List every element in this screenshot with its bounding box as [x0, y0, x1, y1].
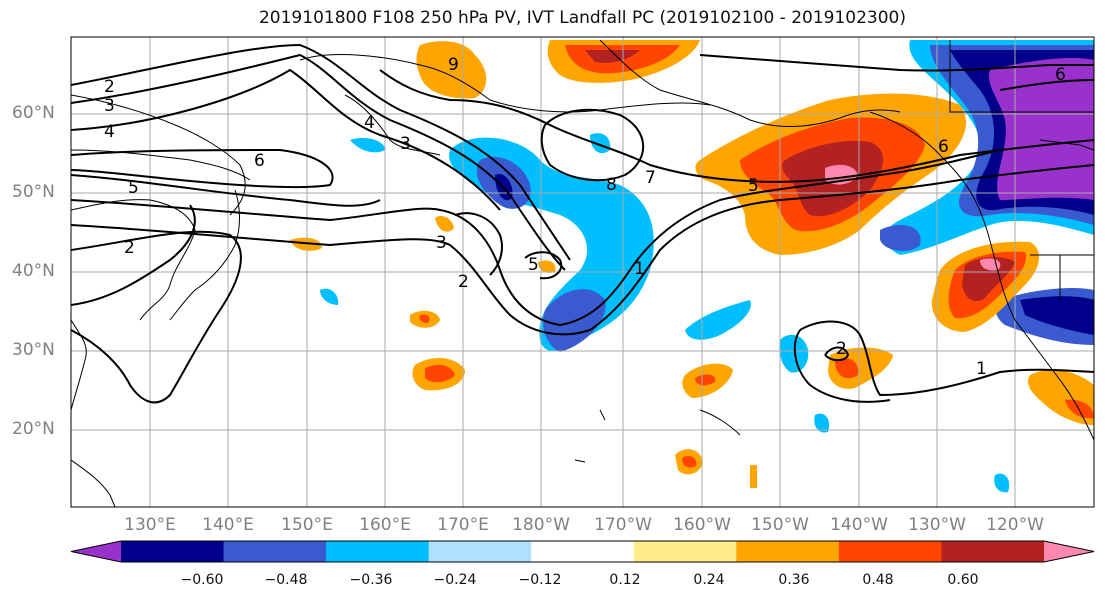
lon-label: 140°E	[202, 515, 254, 535]
contour-label: 1	[976, 359, 987, 379]
colorbar-tick-label: −0.12	[518, 572, 562, 588]
contour-label: 3	[400, 134, 411, 154]
colorbar-tick-label: 0.36	[778, 572, 810, 588]
colorbar-tick-label: −0.36	[349, 572, 393, 588]
contour-label: 3	[104, 96, 115, 116]
contour-label: 4	[104, 122, 115, 142]
contour-label: 2	[458, 272, 469, 292]
lon-label: 160°W	[673, 515, 731, 535]
contour-label: 2	[124, 238, 135, 258]
lon-label: 120°W	[986, 515, 1044, 535]
ivt-pos-patch-7	[538, 260, 556, 273]
lon-label: 160°E	[359, 515, 411, 535]
ivt-pos-patch-west	[416, 41, 487, 99]
lat-label: 60°N	[12, 103, 55, 123]
ivt-neg-patch-6	[814, 413, 830, 433]
ivt-pos-patch-4-core	[682, 455, 697, 468]
lon-label: 180°W	[512, 515, 570, 535]
ivt-neg-patch-1	[685, 300, 751, 340]
ivt-neg-patch-7	[994, 473, 1010, 493]
colorbar-tick-label: 0.60	[947, 572, 979, 588]
contour-label: 6	[938, 137, 949, 157]
ivt-neg-patch-3	[350, 138, 385, 153]
lon-label: 170°E	[437, 515, 489, 535]
contour-label: 8	[606, 175, 617, 195]
contour-label: 4	[364, 113, 375, 133]
lon-label: 130°W	[908, 515, 966, 535]
ivt-pos-patch-5	[290, 237, 322, 251]
graticule	[71, 37, 1094, 507]
colorbar-tick-label: −0.48	[264, 572, 308, 588]
colorbar-tick-label: −0.24	[433, 572, 477, 588]
colorbar-tick-label: −0.60	[180, 572, 224, 588]
pv-contour-labels: 2 3 4 6 5 2 4 3 9 3 2 5 1 8 7 5 6 6 2 1	[104, 55, 1066, 379]
lat-label: 30°N	[12, 340, 55, 360]
contour-label: 5	[748, 176, 759, 196]
lat-label: 40°N	[12, 261, 55, 281]
colorbar-tick-label: 0.12	[609, 572, 641, 588]
contour-label: 2	[104, 77, 115, 97]
chart-title: 2019101800 F108 250 hPa PV, IVT Landfall…	[258, 8, 906, 28]
lon-label: 150°E	[281, 515, 333, 535]
ivt-pos-region-subtropic	[828, 347, 893, 389]
contour-label: 6	[1055, 65, 1066, 85]
contour-label: 9	[448, 55, 459, 75]
ivt-pos-region-us-west-core	[962, 257, 1015, 302]
contour-label: 5	[528, 255, 539, 275]
ivt-neg-patch-sw	[880, 225, 921, 252]
ivt-neg-patch-5	[590, 133, 611, 154]
ivt-neg-region-calif-core	[1020, 296, 1094, 335]
ivt-pos-patch-1-core	[425, 364, 455, 383]
lon-label: 130°E	[124, 515, 176, 535]
ivt-pos-region-mexico-core	[1065, 399, 1094, 419]
contour-label: 2	[836, 339, 847, 359]
colorbar-tick-label: 0.48	[862, 572, 894, 588]
ivt-pos-region-subtropic-core	[835, 358, 859, 379]
lon-label: 140°W	[830, 515, 888, 535]
ivt-pos-region-alaska-max	[585, 50, 640, 63]
ivt-neg-patch-2	[779, 334, 809, 373]
coastlines	[71, 39, 1094, 507]
lon-label: 170°W	[594, 515, 652, 535]
lat-label: 50°N	[12, 182, 55, 202]
ivt-pos-patch-2-core	[419, 314, 430, 323]
ivt-pos-patch-6	[435, 216, 454, 232]
lat-label: 20°N	[12, 419, 55, 439]
contour-label: 5	[128, 178, 139, 198]
ivt-pos-patch-8	[750, 465, 757, 488]
ivt-neg-patch-4	[320, 288, 339, 305]
contour-label: 3	[436, 233, 447, 253]
contour-label: 7	[645, 168, 656, 188]
contour-label: 6	[254, 151, 265, 171]
contour-label: 1	[634, 259, 645, 279]
map-frame	[70, 36, 1095, 508]
lon-label: 150°W	[751, 515, 809, 535]
ivt-pos-patch-3-core	[695, 374, 716, 386]
colorbar-tick-label: 0.24	[693, 572, 725, 588]
pv-contours	[71, 43, 1094, 404]
